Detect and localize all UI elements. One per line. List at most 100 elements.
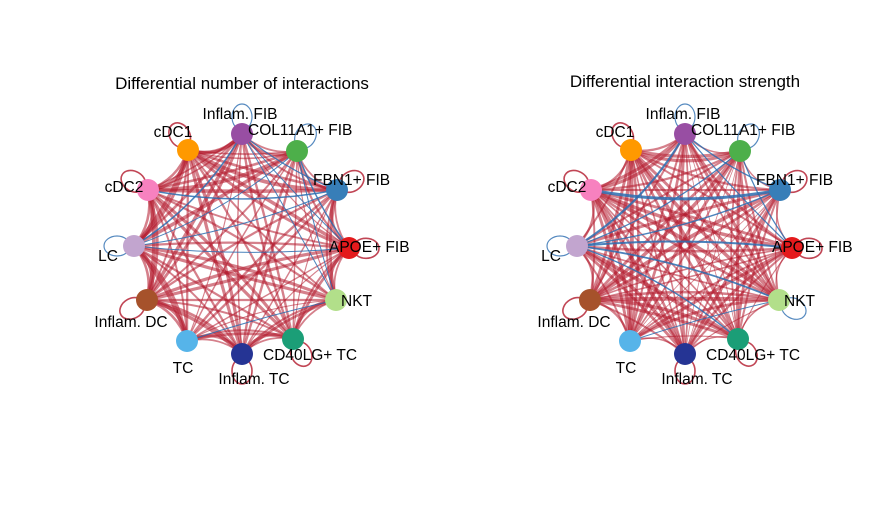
node-label-apoe-fib: APOE+ FIB <box>329 239 410 256</box>
edge-decreased <box>241 133 338 191</box>
node-label-cdc1: cDC1 <box>154 124 193 141</box>
node-inflam-tc <box>231 343 253 365</box>
node-inflam-dc <box>579 289 601 311</box>
edge-decreased <box>186 299 337 342</box>
edge-increased <box>241 247 350 355</box>
node-group <box>123 123 360 365</box>
node-nkt <box>768 289 790 311</box>
edge-increased <box>576 188 781 248</box>
node-label-inflam-dc: Inflam. DC <box>94 314 167 331</box>
edge-increased <box>576 244 687 355</box>
node-inflam-fib <box>231 123 253 145</box>
edge-increased <box>133 241 350 250</box>
edge-increased <box>730 150 741 340</box>
node-label-tc: TC <box>173 360 194 377</box>
node-label-inflam-tc: Inflam. TC <box>218 371 289 388</box>
edge-increased <box>589 188 781 302</box>
edge-decreased <box>576 150 741 247</box>
edge-increased <box>588 149 633 301</box>
node-apoe-fib <box>781 237 803 259</box>
node-cdc2 <box>137 179 159 201</box>
edge-increased <box>187 148 338 192</box>
edge-increased <box>133 149 298 248</box>
edge-decreased <box>133 189 338 247</box>
node-label-cdc2: cDC2 <box>548 179 587 196</box>
node-cd40lg-tc <box>282 328 304 350</box>
edge-increased <box>240 150 299 355</box>
node-lc <box>566 235 588 257</box>
edge-increased <box>147 189 188 342</box>
edge-increased <box>630 149 686 355</box>
edge-increased <box>147 188 338 194</box>
edge-increased <box>590 189 739 340</box>
edge-decreased <box>684 133 793 249</box>
node-label-lc: LC <box>541 248 561 265</box>
edge-decreased <box>241 133 337 301</box>
edge-decreased <box>576 189 781 247</box>
node-label-fbn1-fib: FBN1+ FIB <box>313 172 390 189</box>
edge-increased <box>186 149 244 355</box>
edge-increased <box>292 189 338 340</box>
edge-decreased <box>133 150 298 247</box>
edge-increased <box>186 149 244 355</box>
edge-increased <box>186 299 337 342</box>
edge-increased <box>147 189 243 355</box>
node-label-fbn1-fib: FBN1+ FIB <box>756 172 833 189</box>
edge-increased <box>630 149 686 355</box>
node-cdc1 <box>620 139 642 161</box>
edge-increased <box>146 149 189 301</box>
edge-increased <box>187 149 298 155</box>
node-label-nkt: NKT <box>341 293 373 310</box>
edge-increased <box>133 245 243 355</box>
panel-differential-count: Differential number of interactions Infl… <box>94 74 409 388</box>
edge-decreased <box>629 299 780 342</box>
node-label-cd40lg-tc: CD40LG+ TC <box>263 347 357 364</box>
node-col11a1-fib <box>286 140 308 162</box>
node-tc <box>176 330 198 352</box>
node-label-nkt: NKT <box>784 293 816 310</box>
edge-increased <box>630 148 741 159</box>
node-label-col11a1-fib: COL11A1+ FIB <box>248 122 352 139</box>
node-tc <box>619 330 641 352</box>
edge-decreased <box>241 133 350 249</box>
node-fbn1-fib <box>326 179 348 201</box>
node-label-lc: LC <box>98 248 118 265</box>
edge-increased <box>576 244 687 355</box>
edge-decreased <box>296 150 337 301</box>
edge-decreased <box>133 245 350 253</box>
node-cdc2 <box>580 179 602 201</box>
node-inflam-dc <box>136 289 158 311</box>
edge-increased <box>589 290 780 302</box>
edge-decreased <box>576 245 739 340</box>
edge-decreased <box>590 188 781 201</box>
panel-title: Differential number of interactions <box>115 74 369 93</box>
edge-increased <box>736 189 782 340</box>
node-inflam-tc <box>674 343 696 365</box>
edge-decreased <box>147 189 338 200</box>
edge-decreased <box>739 150 793 249</box>
edge-increased <box>736 189 781 340</box>
node-label-col11a1-fib: COL11A1+ FIB <box>691 122 795 139</box>
edge-increased <box>185 149 190 342</box>
node-nkt <box>325 289 347 311</box>
edge-increased <box>738 150 781 301</box>
edge-group <box>576 132 793 355</box>
node-cd40lg-tc <box>727 328 749 350</box>
edge-increased <box>589 189 632 342</box>
edge-increased <box>133 244 337 302</box>
edge-increased <box>684 150 741 355</box>
node-apoe-fib <box>338 237 360 259</box>
node-lc <box>123 235 145 257</box>
node-group <box>566 123 803 365</box>
edge-increased <box>187 148 350 250</box>
edge-increased <box>629 247 793 342</box>
edge-increased <box>589 247 793 301</box>
panel-title: Differential interaction strength <box>570 72 800 91</box>
node-label-cd40lg-tc: CD40LG+ TC <box>706 347 800 364</box>
edge-increased <box>590 189 687 355</box>
edge-increased <box>590 150 741 192</box>
edge-increased <box>735 150 742 340</box>
edge-increased <box>588 149 741 301</box>
node-label-tc: TC <box>616 360 637 377</box>
edge-increased <box>187 149 295 340</box>
